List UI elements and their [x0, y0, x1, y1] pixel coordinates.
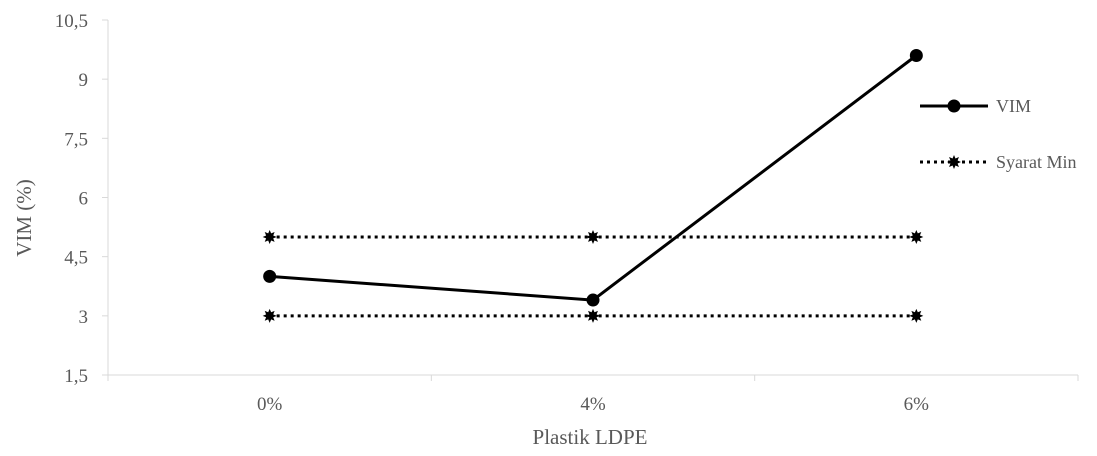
x-axis-title: Plastik LDPE: [533, 425, 648, 449]
data-point: [263, 269, 277, 283]
data-point: [909, 229, 924, 244]
data-point: [262, 229, 277, 244]
data-point: [262, 308, 277, 323]
x-tick-labels: 0% 4% 6%: [257, 394, 929, 415]
x-tick-label: 4%: [580, 394, 606, 415]
legend: VIM Syarat Min: [920, 96, 1077, 172]
legend-label: Syarat Min: [996, 152, 1077, 172]
y-tick-label: 9: [79, 70, 89, 91]
y-tick-label: 7,5: [64, 129, 88, 150]
legend-item-vim: VIM: [920, 96, 1031, 116]
legend-item-syarat-min: Syarat Min: [920, 152, 1077, 172]
x-tick-label: 6%: [904, 394, 930, 415]
data-point: [909, 49, 923, 62]
y-tick-label: 4,5: [64, 248, 88, 269]
data-point: [586, 293, 600, 307]
x-tick-label: 0%: [257, 394, 283, 415]
data-point: [909, 308, 924, 323]
y-tick-label: 3: [79, 307, 89, 328]
y-axis-title: VIM (%): [12, 179, 36, 257]
y-tick-label: 1,5: [64, 366, 88, 387]
legend-label: VIM: [996, 96, 1031, 116]
data-point: [586, 308, 600, 323]
series-line-2: [262, 308, 924, 323]
legend-swatch-marker: [947, 99, 961, 113]
series: [262, 49, 924, 323]
y-tick-label: 10,5: [55, 11, 88, 32]
data-point: [586, 229, 600, 244]
series-syarat-min: [262, 229, 924, 244]
axes: [102, 19, 1079, 381]
legend-swatch-marker: [947, 155, 961, 169]
series-line: [269, 54, 918, 302]
y-tick-labels: 1,5 3 4,5 6 7,5 9 10,5: [55, 11, 88, 387]
series-vim: [263, 49, 923, 307]
y-tick-label: 6: [79, 189, 89, 210]
